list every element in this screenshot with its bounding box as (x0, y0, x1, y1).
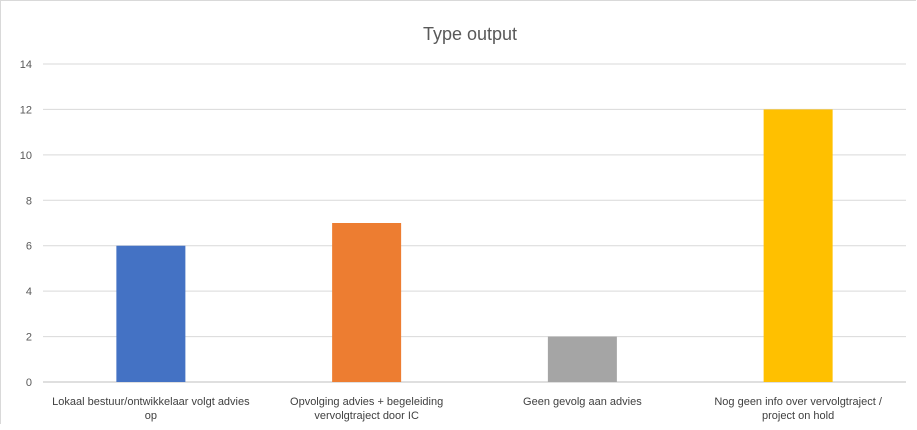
y-axis-ticks: 0 2 4 6 8 10 12 14 (20, 59, 32, 389)
y-tick-label: 8 (26, 195, 32, 207)
x-tick-label: Opvolging advies + begeleiding (290, 396, 443, 408)
x-tick-label: project on hold (762, 410, 834, 422)
y-tick-label: 4 (26, 286, 32, 298)
x-tick-label: Lokaal bestuur/ontwikkelaar volgt advies (52, 396, 250, 408)
bar (116, 245, 186, 382)
y-tick-label: 14 (20, 59, 32, 71)
bar (332, 223, 402, 382)
bars (116, 109, 833, 382)
gridlines (43, 63, 906, 383)
x-tick-label: op (145, 410, 157, 422)
bar (763, 109, 833, 382)
y-tick-label: 2 (26, 332, 32, 344)
y-tick-label: 12 (20, 104, 32, 116)
x-tick-label: Nog geen info over vervolgtraject / (714, 396, 882, 408)
x-tick-label: vervolgtraject door IC (314, 410, 419, 422)
x-tick-label: Geen gevolg aan advies (523, 396, 642, 408)
x-axis-labels: Lokaal bestuur/ontwikkelaar volgt advies… (52, 396, 883, 422)
y-tick-label: 6 (26, 241, 32, 253)
chart-title: Type output (423, 24, 517, 44)
y-tick-label: 10 (20, 150, 32, 162)
bar (547, 336, 617, 382)
y-tick-label: 0 (26, 377, 32, 389)
